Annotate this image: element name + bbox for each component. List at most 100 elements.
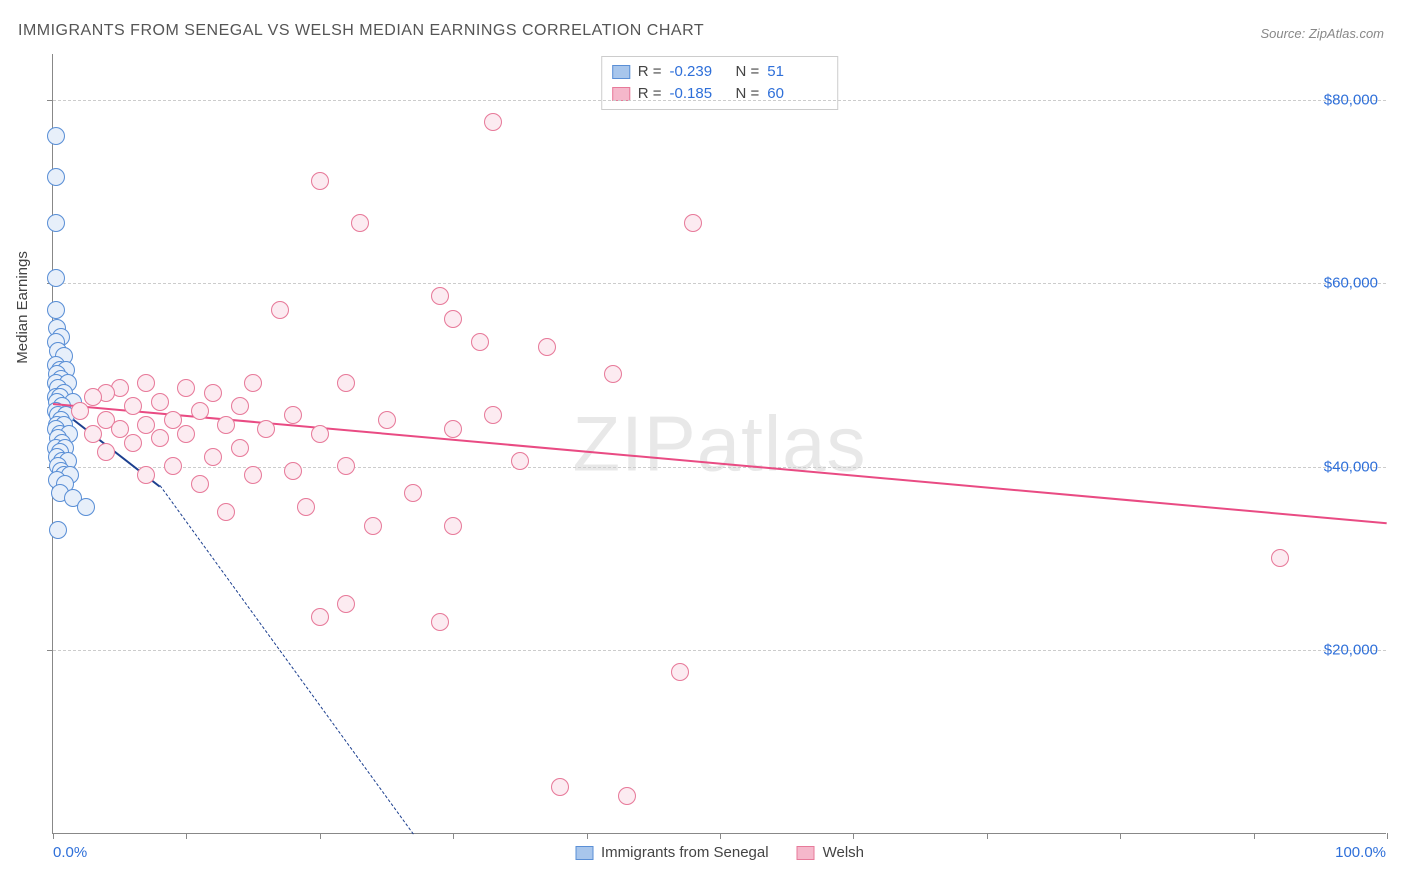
r-value-senegal: -0.239 bbox=[670, 61, 728, 83]
data-point-welsh bbox=[151, 393, 169, 411]
data-point-welsh bbox=[511, 452, 529, 470]
data-point-welsh bbox=[351, 214, 369, 232]
data-point-welsh bbox=[671, 663, 689, 681]
y-tick bbox=[47, 100, 53, 101]
chart-title: IMMIGRANTS FROM SENEGAL VS WELSH MEDIAN … bbox=[18, 22, 704, 40]
series-legend: Immigrants from Senegal Welsh bbox=[575, 844, 864, 861]
data-point-senegal bbox=[49, 521, 67, 539]
data-point-welsh bbox=[231, 397, 249, 415]
data-point-welsh bbox=[471, 333, 489, 351]
data-point-senegal bbox=[47, 269, 65, 287]
data-point-welsh bbox=[284, 462, 302, 480]
data-point-welsh bbox=[311, 172, 329, 190]
x-tick bbox=[1120, 833, 1121, 839]
data-point-senegal bbox=[47, 127, 65, 145]
data-point-welsh bbox=[217, 503, 235, 521]
legend-row-senegal: R = -0.239 N = 51 bbox=[612, 61, 826, 83]
data-point-welsh bbox=[444, 517, 462, 535]
data-point-welsh bbox=[444, 310, 462, 328]
data-point-welsh bbox=[311, 425, 329, 443]
data-point-welsh bbox=[217, 416, 235, 434]
data-point-welsh bbox=[84, 425, 102, 443]
y-tick-label: $40,000 bbox=[1324, 458, 1378, 475]
data-point-welsh bbox=[164, 457, 182, 475]
data-point-welsh bbox=[137, 374, 155, 392]
data-point-welsh bbox=[124, 434, 142, 452]
data-point-welsh bbox=[244, 374, 262, 392]
data-point-welsh bbox=[177, 425, 195, 443]
source-attribution: Source: ZipAtlas.com bbox=[1260, 26, 1384, 41]
y-axis-title: Median Earnings bbox=[14, 251, 31, 364]
data-point-welsh bbox=[364, 517, 382, 535]
data-point-welsh bbox=[271, 301, 289, 319]
n-value-welsh: 60 bbox=[767, 83, 825, 105]
n-value-senegal: 51 bbox=[767, 61, 825, 83]
data-point-welsh bbox=[337, 374, 355, 392]
gridline bbox=[53, 100, 1386, 101]
data-point-welsh bbox=[84, 388, 102, 406]
data-point-welsh bbox=[337, 595, 355, 613]
y-tick-label: $80,000 bbox=[1324, 91, 1378, 108]
x-tick bbox=[1254, 833, 1255, 839]
data-point-welsh bbox=[404, 484, 422, 502]
x-tick bbox=[53, 833, 54, 839]
data-point-welsh bbox=[618, 787, 636, 805]
data-point-welsh bbox=[1271, 549, 1289, 567]
x-axis-max-label: 100.0% bbox=[1335, 844, 1386, 861]
r-value-welsh: -0.185 bbox=[670, 83, 728, 105]
y-tick-label: $60,000 bbox=[1324, 275, 1378, 292]
data-point-welsh bbox=[244, 466, 262, 484]
data-point-welsh bbox=[444, 420, 462, 438]
data-point-welsh bbox=[484, 406, 502, 424]
x-tick bbox=[853, 833, 854, 839]
data-point-welsh bbox=[604, 365, 622, 383]
data-point-welsh bbox=[551, 778, 569, 796]
data-point-welsh bbox=[124, 397, 142, 415]
regression-line bbox=[53, 403, 1387, 524]
legend-item-welsh: Welsh bbox=[797, 844, 864, 861]
gridline bbox=[53, 650, 1386, 651]
r-label: R = bbox=[638, 61, 662, 83]
data-point-welsh bbox=[257, 420, 275, 438]
swatch-senegal bbox=[612, 65, 630, 79]
x-axis-min-label: 0.0% bbox=[53, 844, 87, 861]
data-point-welsh bbox=[137, 466, 155, 484]
legend-row-welsh: R = -0.185 N = 60 bbox=[612, 83, 826, 105]
data-point-senegal bbox=[77, 498, 95, 516]
data-point-welsh bbox=[191, 402, 209, 420]
x-tick bbox=[587, 833, 588, 839]
data-point-welsh bbox=[191, 475, 209, 493]
data-point-welsh bbox=[297, 498, 315, 516]
y-tick bbox=[47, 650, 53, 651]
legend-label-welsh: Welsh bbox=[823, 844, 864, 861]
watermark: ZIPatlas bbox=[572, 398, 866, 489]
data-point-senegal bbox=[47, 214, 65, 232]
data-point-welsh bbox=[337, 457, 355, 475]
gridline bbox=[53, 283, 1386, 284]
data-point-welsh bbox=[204, 448, 222, 466]
data-point-senegal bbox=[47, 301, 65, 319]
y-tick-label: $20,000 bbox=[1324, 642, 1378, 659]
swatch-senegal bbox=[575, 846, 593, 860]
x-tick bbox=[320, 833, 321, 839]
r-label: R = bbox=[638, 83, 662, 105]
data-point-welsh bbox=[538, 338, 556, 356]
regression-line bbox=[159, 485, 413, 834]
data-point-welsh bbox=[431, 613, 449, 631]
data-point-welsh bbox=[431, 287, 449, 305]
data-point-welsh bbox=[378, 411, 396, 429]
data-point-welsh bbox=[684, 214, 702, 232]
scatter-plot-area: ZIPatlas R = -0.239 N = 51 R = -0.185 N … bbox=[52, 54, 1386, 834]
data-point-welsh bbox=[97, 443, 115, 461]
data-point-welsh bbox=[231, 439, 249, 457]
correlation-legend: R = -0.239 N = 51 R = -0.185 N = 60 bbox=[601, 56, 839, 110]
data-point-welsh bbox=[177, 379, 195, 397]
legend-label-senegal: Immigrants from Senegal bbox=[601, 844, 769, 861]
x-tick bbox=[987, 833, 988, 839]
swatch-welsh bbox=[797, 846, 815, 860]
data-point-welsh bbox=[311, 608, 329, 626]
data-point-senegal bbox=[47, 168, 65, 186]
data-point-welsh bbox=[151, 429, 169, 447]
n-label: N = bbox=[736, 83, 760, 105]
x-tick bbox=[186, 833, 187, 839]
